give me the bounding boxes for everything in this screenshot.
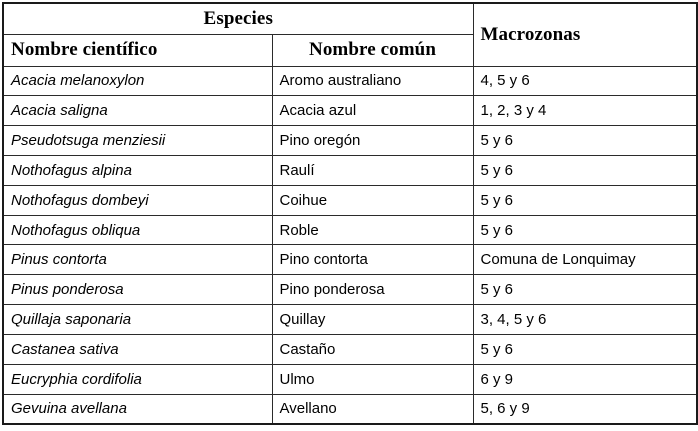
cell-macrozones: 3, 4, 5 y 6 xyxy=(472,304,698,335)
table-row: Quillaja saponaria Quillay 3, 4, 5 y 6 xyxy=(2,304,698,335)
cell-macrozones: 5 y 6 xyxy=(472,333,698,365)
header-row-group: Especies Macrozonas xyxy=(2,2,698,67)
cell-scientific-name: Pseudotsuga menziesii xyxy=(2,125,273,156)
table-header: Especies Macrozonas Nombre científico No… xyxy=(2,2,698,67)
cell-scientific-name: Nothofagus dombeyi xyxy=(2,184,273,216)
header-row-columns: Nombre científico Nombre común xyxy=(2,33,697,67)
species-table-container: Especies Macrozonas Nombre científico No… xyxy=(2,2,698,425)
cell-scientific-name: Acacia melanoxylon xyxy=(2,65,273,97)
cell-common-name: Acacia azul xyxy=(271,95,474,127)
cell-common-name: Pino contorta xyxy=(271,244,474,276)
table-row: Nothofagus obliqua Roble 5 y 6 xyxy=(2,214,698,246)
cell-macrozones: 5 y 6 xyxy=(472,274,698,306)
cell-common-name: Avellano xyxy=(271,393,474,425)
table-row: Nothofagus alpina Raulí 5 y 6 xyxy=(2,154,698,186)
cell-common-name: Ulmo xyxy=(271,363,474,395)
cell-macrozones: 4, 5 y 6 xyxy=(472,65,698,97)
cell-scientific-name: Pinus contorta xyxy=(2,244,273,276)
cell-common-name: Coihue xyxy=(271,184,474,216)
cell-scientific-name: Acacia saligna xyxy=(2,95,273,127)
table-row: Nothofagus dombeyi Coihue 5 y 6 xyxy=(2,184,698,216)
table-row: Acacia saligna Acacia azul 1, 2, 3 y 4 xyxy=(2,95,698,127)
cell-scientific-name: Eucryphia cordifolia xyxy=(2,363,273,395)
table-row: Acacia melanoxylon Aromo australiano 4, 5 … xyxy=(2,65,698,97)
cell-common-name: Pino ponderosa xyxy=(271,274,474,306)
table-row: Gevuina avellana Avellano 5, 6 y 9 xyxy=(2,393,698,425)
header-nombre-comun: Nombre común xyxy=(271,33,474,67)
table-row: Pinus ponderosa Pino ponderosa 5 y 6 xyxy=(2,274,698,306)
cell-common-name: Roble xyxy=(271,214,474,246)
cell-macrozones: 6 y 9 xyxy=(472,363,698,395)
cell-macrozones: 5 y 6 xyxy=(472,125,698,156)
table-body: Acacia melanoxylon Aromo australiano 4, 5 … xyxy=(2,65,698,425)
cell-common-name: Raulí xyxy=(271,154,474,186)
cell-macrozones: 5 y 6 xyxy=(472,184,698,216)
cell-scientific-name: Nothofagus alpina xyxy=(2,154,273,186)
cell-common-name: Pino oregón xyxy=(271,125,474,156)
cell-scientific-name: Castanea sativa xyxy=(2,333,273,365)
cell-macrozones: 1, 2, 3 y 4 xyxy=(472,95,698,127)
cell-common-name: Castaño xyxy=(271,333,474,365)
cell-scientific-name: Pinus ponderosa xyxy=(2,274,273,306)
table-row: Eucryphia cordifolia Ulmo 6 y 9 xyxy=(2,363,698,395)
cell-scientific-name: Quillaja saponaria xyxy=(2,304,273,335)
cell-scientific-name: Nothofagus obliqua xyxy=(2,214,273,246)
cell-macrozones: 5 y 6 xyxy=(472,154,698,186)
table-row: Pinus contorta Pino contorta Comuna de Lon… xyxy=(2,244,698,276)
cell-common-name: Quillay xyxy=(271,304,474,335)
table-row: Pseudotsuga menziesii Pino oregón 5 y 6 xyxy=(2,125,698,156)
cell-common-name: Aromo australiano xyxy=(271,65,474,97)
cell-scientific-name: Gevuina avellana xyxy=(2,393,273,425)
cell-macrozones: Comuna de Lonquimay xyxy=(472,244,698,276)
header-nombre-cientifico: Nombre científico xyxy=(2,33,273,67)
header-macrozonas: Macrozonas xyxy=(472,2,698,67)
table-row: Castanea sativa Castaño 5 y 6 xyxy=(2,333,698,365)
header-especies: Especies xyxy=(2,2,474,35)
cell-macrozones: 5 y 6 xyxy=(472,214,698,246)
species-macrozones-table: Especies Macrozonas Nombre científico No… xyxy=(2,2,698,425)
cell-macrozones: 5, 6 y 9 xyxy=(472,393,698,425)
